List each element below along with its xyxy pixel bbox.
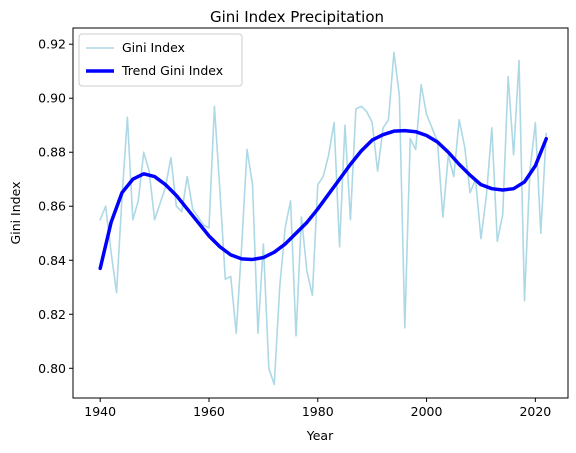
legend-label-gini-index: Gini Index xyxy=(122,40,185,55)
y-tick-label: 0.92 xyxy=(38,37,66,52)
y-tick-label: 0.90 xyxy=(38,91,66,106)
y-tick-label: 0.82 xyxy=(38,307,66,322)
chart-title: Gini Index Precipitation xyxy=(210,8,384,26)
y-axis-label: Gini Index xyxy=(8,182,23,245)
x-tick-label: 2020 xyxy=(519,404,551,419)
y-tick-label: 0.84 xyxy=(38,253,66,268)
plot-area xyxy=(72,27,569,399)
x-axis-label: Year xyxy=(306,428,334,443)
x-tick-label: 1980 xyxy=(302,404,334,419)
legend: Gini Index Trend Gini Index xyxy=(78,33,243,87)
x-tick-label: 1940 xyxy=(84,404,116,419)
x-tick-label: 2000 xyxy=(411,404,443,419)
y-tick-label: 0.88 xyxy=(38,145,66,160)
legend-box xyxy=(78,33,243,87)
plot-frame xyxy=(72,27,569,399)
y-axis: 0.80 0.82 0.84 0.86 0.88 0.90 0.92 xyxy=(38,37,73,376)
y-tick-label: 0.86 xyxy=(38,199,66,214)
x-tick-label: 1960 xyxy=(193,404,225,419)
x-axis: 1940 1960 1980 2000 2020 xyxy=(84,398,551,419)
y-tick-label: 0.80 xyxy=(38,361,66,376)
series-line-gini-index xyxy=(99,51,548,386)
series-line-trend-gini-index xyxy=(98,128,548,271)
legend-label-trend-gini-index: Trend Gini Index xyxy=(121,63,223,78)
